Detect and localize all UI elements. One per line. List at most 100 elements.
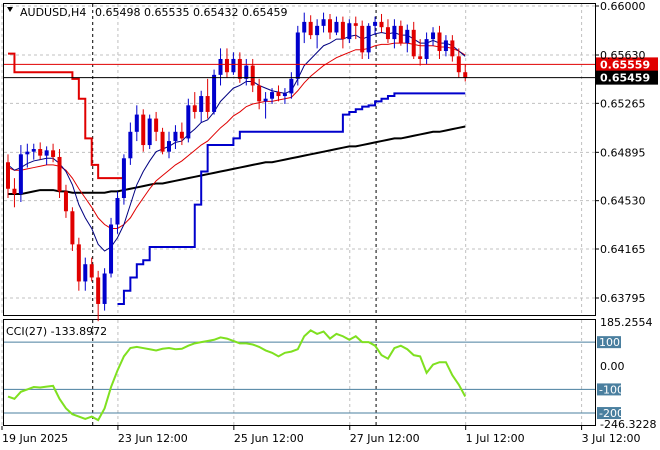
candle-body [96,277,101,304]
candle-body [179,131,184,139]
candle-body [450,40,455,57]
candle-body [257,85,262,102]
candle-body [128,131,133,159]
grid-lines [1,4,595,425]
cci-axis-label: 100 [599,336,620,349]
candle-body [250,65,255,86]
candle-body [373,21,378,26]
candle-body [463,72,468,78]
candle-body [18,154,23,195]
candle-body [405,29,410,44]
price-marker-label: 0.65459 [600,72,650,85]
candle-body [398,25,403,44]
time-tick-label: 3 Jul 12:00 [582,432,641,445]
candle-body [315,25,320,36]
candle-body [270,92,275,99]
candle-body [295,32,300,79]
candle-body [289,78,294,94]
candle-body [12,188,17,195]
candle-body [360,25,365,53]
price-tick-label: 0.66000 [600,0,646,13]
candle-body [192,105,197,112]
candle-body [115,198,120,225]
cci-axis-label: 0.00 [600,360,625,373]
price-tick-label: 0.64895 [600,146,646,159]
candle-body [160,131,165,152]
main-plot-frame [3,3,596,316]
candle-body [154,118,159,132]
candle-body [231,58,236,73]
candle-body [276,92,281,97]
cci-level-box [597,407,621,420]
indicator-lines [7,31,466,305]
candle-body [218,58,223,75]
price-tick-label: 0.63795 [600,292,646,305]
cci-axis-label: -200 [599,407,624,420]
ema-fast-line [7,31,466,252]
price-marker-label: 0.65559 [600,58,650,71]
time-tick-label: 19 Jun 2025 [2,432,68,445]
sma-long-line [8,125,466,196]
cci-plot-frame [3,319,596,426]
price-tick-label: 0.65630 [600,49,646,62]
candle-body [38,149,43,156]
candle-body [186,105,191,139]
candle-body [411,29,416,57]
candle-body [205,96,210,112]
price-marker-box [596,57,658,72]
candle-body [199,96,204,112]
candles [6,12,468,322]
candle-body [282,93,287,97]
cci-axis-label: 185.2554 [600,316,653,329]
cci-label: CCI(27) -133.8972 [6,325,107,338]
candle-body [31,149,36,152]
candle-body [328,19,332,33]
trailing-stop-red-line [8,52,124,180]
candle-body [109,224,114,274]
candle-body [173,131,178,142]
candle-body [121,158,126,199]
cci-axis-label: -246.3228 [600,418,656,431]
price-tick-label: 0.64165 [600,243,646,256]
candle-body [418,56,423,59]
candle-body [51,150,56,157]
cci-level-box [597,383,621,396]
time-tick-label: 25 Jun 12:00 [234,432,304,445]
candle-body [102,273,107,304]
cci-panel: 185.2554 100 0.00 -100 -200-246.3228 [4,316,656,431]
price-marker-box [596,70,658,85]
candle-body [443,40,448,52]
candle-body [321,19,326,26]
candle-body [302,21,307,33]
candle-body [57,156,62,192]
candle-body [70,211,75,245]
cci-axis-label: -100 [599,383,624,396]
candle-body [347,23,352,40]
candle-body [25,151,30,155]
candle-body [141,114,146,146]
candle-body [237,58,242,79]
candle-body [340,21,345,40]
time-tick-label: 1 Jul 12:00 [466,432,525,445]
candle-body [431,32,436,40]
candle-body [334,21,339,33]
symbol-label: AUDUSD,H4 [20,6,86,19]
candle-body [147,118,152,146]
candle-body [437,32,442,52]
time-tick-label: 23 Jun 12:00 [118,432,188,445]
trailing-stop-blue-line [117,92,466,305]
candle-body [224,58,229,73]
candle-body [44,150,49,156]
cci-line [7,329,467,422]
candle-body [134,114,139,132]
candle-body [244,65,249,79]
time-axis: 19 Jun 2025 23 Jun 12:00 25 Jun 12:00 27 Ju… [1,426,641,445]
candle-body [167,141,171,152]
candle-body [366,25,371,53]
price-tick-label: 0.65265 [600,97,646,110]
dropdown-triangle-icon[interactable] [7,7,13,12]
cci-level-box [597,336,621,349]
candle-body [212,74,217,112]
